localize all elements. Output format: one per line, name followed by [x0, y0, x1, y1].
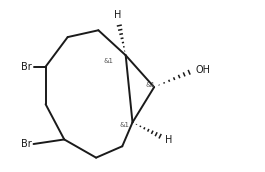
Text: H: H — [114, 10, 121, 20]
Text: OH: OH — [195, 65, 210, 75]
Text: Br: Br — [21, 62, 32, 72]
Text: H: H — [165, 135, 173, 145]
Text: Br: Br — [21, 139, 32, 149]
Text: &1: &1 — [120, 122, 130, 128]
Text: &1: &1 — [145, 82, 155, 88]
Text: &1: &1 — [103, 58, 113, 64]
